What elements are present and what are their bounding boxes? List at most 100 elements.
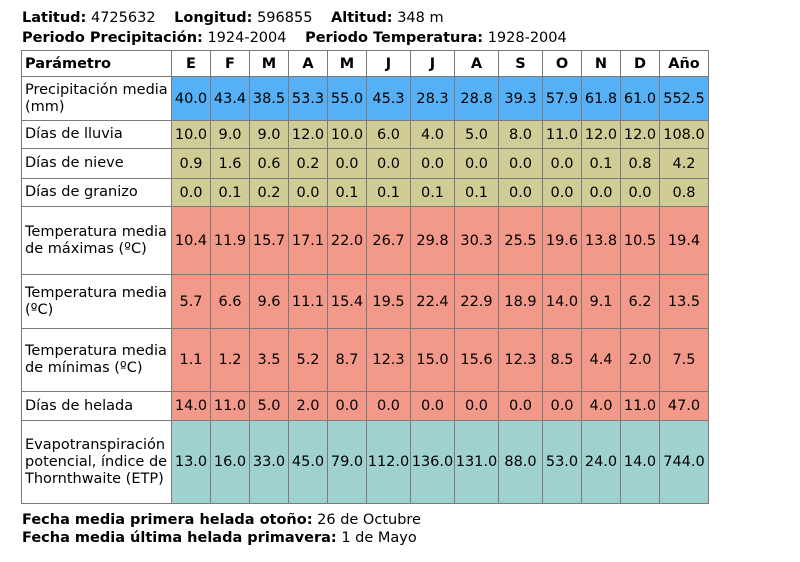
table-cell: 0.0 [542,391,582,421]
table-cell: 39.3 [498,76,543,121]
table-cell: 19.6 [542,206,582,275]
table-cell: 9.6 [249,274,289,329]
row-dias-helada: Días de helada 14.0 11.0 5.0 2.0 0.0 0.0 0.0 0.0… [21,391,709,421]
periodo-precip-label: Periodo Precipitación: [22,30,203,46]
column-header-oct: O [542,50,582,77]
table-cell: 13.0 [171,420,211,504]
table-cell: 43.4 [210,76,250,121]
table-cell: 0.0 [327,148,367,179]
row-label: Días de nieve [21,148,172,179]
table-cell: 0.8 [659,178,709,207]
table-cell: 0.0 [454,148,499,179]
ultima-helada-label: Fecha media última helada primavera: [22,530,337,546]
table-cell: 0.0 [454,391,499,421]
table-cell: 0.8 [620,148,660,179]
table-cell: 15.7 [249,206,289,275]
column-header-sep: S [498,50,543,77]
table-cell: 12.0 [620,120,660,149]
column-header-jun: J [366,50,411,77]
table-cell: 10.4 [171,206,211,275]
table-cell: 15.6 [454,328,499,392]
table-cell: 131.0 [454,420,499,504]
table-cell: 0.0 [327,391,367,421]
table-cell: 0.0 [498,178,543,207]
table-cell: 2.0 [620,328,660,392]
row-label: Días de helada [21,391,172,421]
table-cell: 22.9 [454,274,499,329]
table-cell: 18.9 [498,274,543,329]
table-cell: 108.0 [659,120,709,149]
column-header-mar: M [249,50,289,77]
table-cell: 25.5 [498,206,543,275]
column-header-parametro: Parámetro [21,50,172,77]
periodo-temp-label: Periodo Temperatura: [305,30,484,46]
table-cell: 5.2 [288,328,328,392]
table-cell: 5.7 [171,274,211,329]
table-cell: 12.3 [366,328,411,392]
table-cell: 0.1 [210,178,250,207]
table-cell: 136.0 [410,420,455,504]
table-cell: 16.0 [210,420,250,504]
table-cell: 6.0 [366,120,411,149]
column-header-jul: J [410,50,455,77]
column-header-ago: A [454,50,499,77]
table-cell: 19.4 [659,206,709,275]
table-cell: 8.7 [327,328,367,392]
row-label: Temperatura media de máximas (ºC) [21,206,172,275]
altitud-label: Altitud: [331,10,393,26]
row-label: Evapotranspiración potencial, índice de … [21,420,172,504]
table-cell: 0.1 [410,178,455,207]
table-cell: 57.9 [542,76,582,121]
table-cell: 1.2 [210,328,250,392]
row-label: Temperatura media (ºC) [21,274,172,329]
column-header-abr: A [288,50,328,77]
periodo-precip-value: 1924-2004 [207,30,287,46]
table-cell: 11.0 [620,391,660,421]
table-cell: 6.6 [210,274,250,329]
table-cell: 29.8 [410,206,455,275]
table-cell: 0.6 [249,148,289,179]
table-cell: 9.0 [249,120,289,149]
table-cell: 53.0 [542,420,582,504]
table-cell: 5.0 [249,391,289,421]
table-cell: 0.0 [366,391,411,421]
table-cell: 9.1 [581,274,621,329]
primera-helada-line: Fecha media primera helada otoño: 26 de … [22,511,421,529]
table-cell: 0.0 [542,178,582,207]
altitud-value: 348 m [397,10,444,26]
table-cell: 17.1 [288,206,328,275]
column-header-anio: Año [659,50,709,77]
table-cell: 0.0 [542,148,582,179]
table-cell: 0.2 [288,148,328,179]
table-cell: 10.0 [327,120,367,149]
row-etp: Evapotranspiración potencial, índice de … [21,420,709,504]
table-cell: 0.0 [498,148,543,179]
table-cell: 0.0 [171,178,211,207]
longitud-value: 596855 [257,10,313,26]
table-cell: 10.5 [620,206,660,275]
table-cell: 24.0 [581,420,621,504]
table-header-row: Parámetro E F M A M J J A S O N D Año [21,50,709,77]
location-line: Latitud: 4725632 Longitud: 596855 Altitu… [22,9,444,27]
table-cell: 4.2 [659,148,709,179]
row-label: Temperatura media de mínimas (ºC) [21,328,172,392]
ultima-helada-value: 1 de Mayo [341,530,417,546]
table-cell: 8.5 [542,328,582,392]
row-dias-nieve: Días de nieve 0.9 1.6 0.6 0.2 0.0 0.0 0.0 0.0 0.0… [21,148,709,179]
table-cell: 40.0 [171,76,211,121]
table-cell: 15.0 [410,328,455,392]
table-cell: 12.3 [498,328,543,392]
table-cell: 0.0 [410,148,455,179]
table-cell: 10.0 [171,120,211,149]
table-cell: 0.0 [620,178,660,207]
table-cell: 0.0 [581,178,621,207]
row-temp-minimas: Temperatura media de mínimas (ºC) 1.1 1.2 3… [21,328,709,392]
table-cell: 1.6 [210,148,250,179]
table-cell: 11.1 [288,274,328,329]
table-cell: 38.5 [249,76,289,121]
column-header-may: M [327,50,367,77]
table-cell: 79.0 [327,420,367,504]
table-cell: 0.0 [498,391,543,421]
table-cell: 45.3 [366,76,411,121]
row-label: Días de granizo [21,178,172,207]
